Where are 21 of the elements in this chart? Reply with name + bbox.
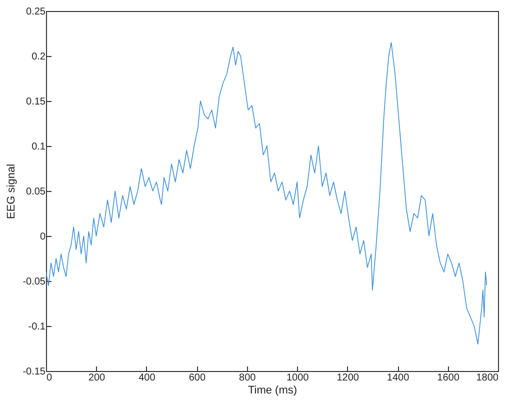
y-axis-title: EEG signal [6,164,18,220]
line-series [46,42,488,344]
x-tick-label: 200 [88,372,106,384]
y-tick-label: 0.2 [32,52,46,62]
x-tick-label: 1400 [386,372,410,384]
x-tick-label: 1200 [336,372,360,384]
y-tick-label: 0.25 [26,6,46,18]
y-tick-label: 0.05 [26,186,46,198]
x-tick-label: 600 [188,372,206,384]
y-tick-label: 0.15 [26,96,46,108]
x-axis-title: Time (ms) [248,384,298,396]
x-tick-label: 800 [239,372,256,384]
y-tick-label: -0.1 [28,322,46,332]
y-tick-label: -0.05 [22,276,46,288]
x-tick-label: 1000 [286,372,310,384]
y-tick-label: -0.15 [22,366,46,378]
x-tick-label: 1800 [476,372,499,384]
y-tick-label: 0.1 [32,142,46,152]
x-tick-label: 400 [138,372,156,384]
y-tick-label: 0 [40,232,46,242]
x-tick-label: 1600 [437,372,460,384]
